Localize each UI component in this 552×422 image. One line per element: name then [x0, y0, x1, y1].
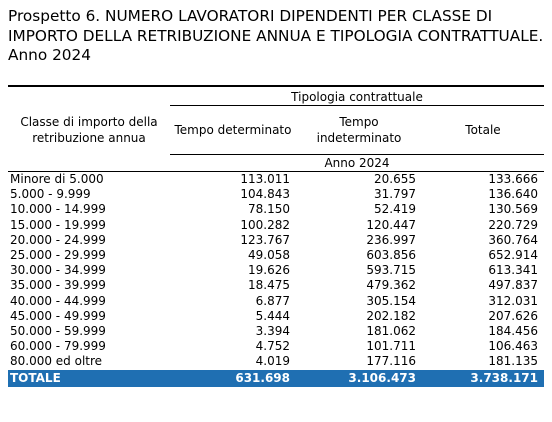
row-label: 20.000 - 24.999: [10, 232, 106, 247]
cell-indet: 236.997: [366, 232, 416, 247]
cell-indet: 177.116: [366, 354, 416, 369]
group-header: Tipologia contrattuale: [170, 89, 544, 106]
row-label: 50.000 - 59.999: [10, 324, 106, 339]
col-header-tempo-indeterminato: Tempo indeterminato: [296, 105, 422, 155]
cell-indet: 305.154: [366, 293, 416, 308]
row-header: Classe di importo della retribuzione ann…: [8, 89, 170, 172]
col-header-tempo-determinato: Tempo determinato: [170, 105, 296, 155]
cell-tot: 652.914: [488, 248, 538, 263]
cell-indet: 593.715: [366, 263, 416, 278]
row-label: 15.000 - 19.999: [10, 217, 106, 232]
header-top-rule: [8, 85, 544, 89]
total-row: TOTALE 631.698 3.106.473 3.738.171: [8, 369, 544, 387]
cell-tot: 184.456: [488, 324, 538, 339]
cell-tot: 130.569: [488, 202, 538, 217]
cell-det: 3.394: [255, 324, 290, 339]
cell-det: 5.444: [255, 308, 290, 323]
table-row: 30.000 - 34.999 19.626 593.715 613.341: [8, 263, 544, 278]
col-header-totale: Totale: [422, 105, 544, 155]
row-label: 10.000 - 14.999: [10, 202, 106, 217]
cell-det: 4.019: [255, 354, 290, 369]
header-columns-row: Tempo determinato Tempo indeterminato To…: [8, 105, 544, 155]
cell-indet: 101.711: [366, 339, 416, 354]
cell-det: 113.011: [240, 172, 290, 186]
table-body: Minore di 5.000 113.011 20.655 133.666 5.00…: [8, 172, 544, 387]
cell-indet: 31.797: [374, 187, 416, 202]
cell-indet: 603.856: [366, 248, 416, 263]
cell-det: 100.282: [240, 217, 290, 232]
cell-tot: 312.031: [488, 293, 538, 308]
cell-tot: 613.341: [488, 263, 538, 278]
cell-det: 19.626: [248, 263, 290, 278]
cell-indet: 479.362: [366, 278, 416, 293]
cell-tot: 207.626: [488, 308, 538, 323]
table-row: 50.000 - 59.999 3.394 181.062 184.456: [8, 324, 544, 339]
cell-det: 6.877: [255, 293, 290, 308]
cell-indet: 20.655: [374, 172, 416, 186]
cell-tot: 136.640: [488, 187, 538, 202]
cell-det: 104.843: [240, 187, 290, 202]
table-row: 25.000 - 29.999 49.058 603.856 652.914: [8, 248, 544, 263]
table-row: 60.000 - 79.999 4.752 101.711 106.463: [8, 339, 544, 354]
table-row: 15.000 - 19.999 100.282 120.447 220.729: [8, 218, 544, 233]
cell-det: 4.752: [255, 339, 290, 354]
cell-indet: 52.419: [374, 202, 416, 217]
table-row: 5.000 - 9.999 104.843 31.797 136.640: [8, 187, 544, 202]
table-row: 20.000 - 24.999 123.767 236.997 360.764: [8, 233, 544, 248]
row-label: 5.000 - 9.999: [10, 187, 91, 202]
cell-det: 49.058: [248, 248, 290, 263]
cell-tot: 220.729: [488, 217, 538, 232]
total-tot: 3.738.171: [422, 369, 544, 387]
total-label: TOTALE: [8, 369, 170, 387]
cell-tot: 497.837: [488, 278, 538, 293]
row-label: 45.000 - 49.999: [10, 308, 106, 323]
header-year-row: Anno 2024: [8, 154, 544, 172]
cell-tot: 133.666: [488, 172, 538, 186]
table-row: 40.000 - 44.999 6.877 305.154 312.031: [8, 294, 544, 309]
cell-indet: 202.182: [366, 308, 416, 323]
row-label: 25.000 - 29.999: [10, 248, 106, 263]
cell-det: 18.475: [248, 278, 290, 293]
row-label: 30.000 - 34.999: [10, 263, 106, 278]
cell-indet: 181.062: [366, 324, 416, 339]
total-indet: 3.106.473: [296, 369, 422, 387]
cell-tot: 106.463: [488, 339, 538, 354]
total-det: 631.698: [170, 369, 296, 387]
row-label: 80.000 ed oltre: [10, 354, 103, 369]
row-label: 40.000 - 44.999: [10, 293, 106, 308]
cell-indet: 120.447: [366, 217, 416, 232]
cell-tot: 360.764: [488, 232, 538, 247]
cell-tot: 181.135: [488, 354, 538, 369]
table-row: 80.000 ed oltre 4.019 177.116 181.135: [8, 354, 544, 369]
row-label: 60.000 - 79.999: [10, 339, 106, 354]
header-group-row: Classe di importo della retribuzione ann…: [8, 89, 544, 172]
cell-det: 78.150: [248, 202, 290, 217]
row-label: 35.000 - 39.999: [10, 278, 106, 293]
table-row: 35.000 - 39.999 18.475 479.362 497.837: [8, 278, 544, 293]
data-table: Classe di importo della retribuzione ann…: [8, 85, 544, 387]
table-row: 45.000 - 49.999 5.444 202.182 207.626: [8, 309, 544, 324]
table-title: Prospetto 6. NUMERO LAVORATORI DIPENDENT…: [8, 7, 544, 64]
row-label: Minore di 5.000: [10, 172, 104, 186]
cell-det: 123.767: [240, 232, 290, 247]
table-row: 10.000 - 14.999 78.150 52.419 130.569: [8, 202, 544, 217]
table-row: Minore di 5.000 113.011 20.655 133.666: [8, 172, 544, 188]
year-header: Anno 2024: [170, 154, 544, 172]
